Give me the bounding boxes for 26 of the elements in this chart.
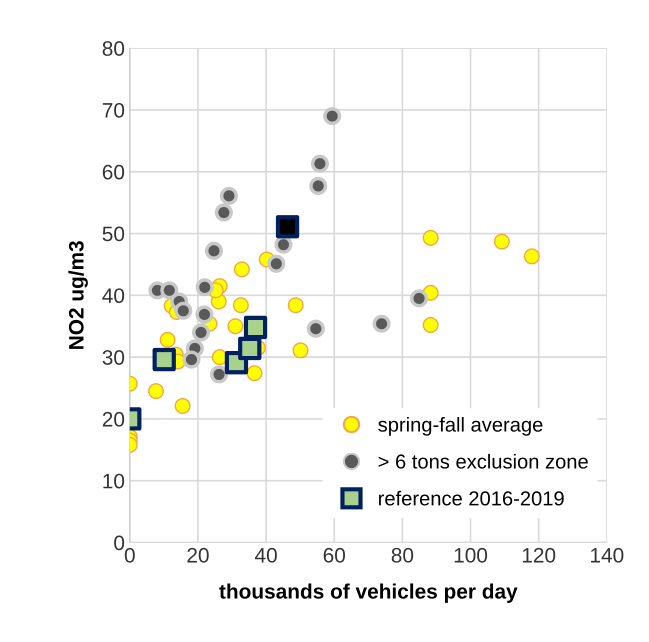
x-tick-label: 40 [254,548,277,563]
point [244,316,268,340]
x-tick-label: 60 [324,548,346,563]
x-tick-label: 100 [454,548,488,563]
x-tick-label: 140 [591,548,624,563]
x-tick-label: 0 [124,548,135,563]
y-tick-label: 60 [102,164,124,180]
legend-label: > 6 tons exclusion zone [378,454,588,469]
x-tick-label: 120 [522,548,556,563]
y-tick-label: 80 [102,41,124,56]
y-tick-label: 50 [102,226,124,242]
legend-label: reference 2016-2019 [379,490,564,506]
y-tick-label: 30 [102,350,124,365]
x-axis-title: thousands of vehicles per day [219,583,518,603]
y-tick-label: 40 [102,288,124,304]
point [276,215,300,238]
y-tick-label: 10 [103,474,124,488]
y-tick-label: 20 [102,412,124,427]
y-axis-title: NO2 ug/m3 [68,241,88,349]
point [152,348,176,372]
x-tick-label: 20 [187,548,209,563]
y-tick-label: 0 [114,535,124,550]
y-tick-label: 70 [102,102,124,118]
x-tick-label: 80 [392,548,414,563]
legend-label: spring-fall average [378,416,542,436]
point [238,336,262,360]
